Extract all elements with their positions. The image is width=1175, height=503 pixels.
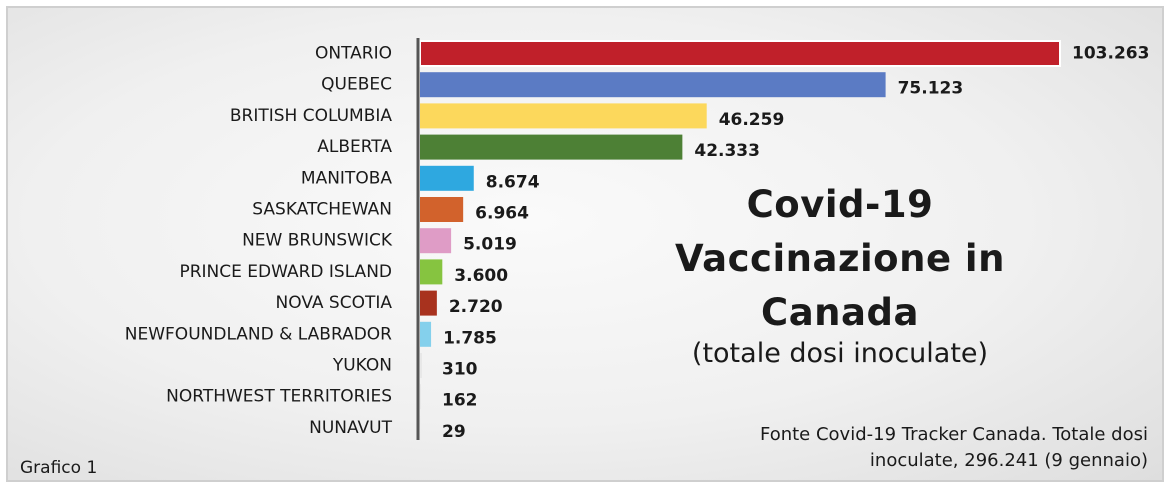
value-label: 103.263: [1072, 44, 1149, 64]
category-label: NUNAVUT: [309, 418, 392, 438]
category-label: NORTHWEST TERRITORIES: [166, 387, 392, 407]
chart-title: Covid-19 Vaccinazione in Canada: [600, 178, 1080, 340]
bar: [420, 72, 886, 98]
value-label: 1.785: [443, 328, 497, 348]
category-label: PRINCE EDWARD ISLAND: [179, 262, 392, 282]
chart-subtitle: (totale dosi inoculate): [691, 338, 989, 369]
source-line: inoculate, 296.241 (9 gennaio): [869, 450, 1148, 471]
bar: [420, 384, 422, 410]
bar: [420, 103, 707, 129]
category-label: ONTARIO: [315, 44, 392, 64]
value-label: 162: [442, 391, 478, 411]
category-label: QUEBEC: [321, 75, 392, 95]
bar: [420, 353, 422, 378]
value-label: 5.019: [463, 235, 517, 255]
category-label: ALBERTA: [317, 137, 392, 157]
bar: [420, 228, 452, 254]
bar: [420, 165, 474, 191]
category-label: NOVA SCOTIA: [276, 293, 393, 313]
category-label: YUKON: [332, 356, 392, 376]
title-line: Canada: [761, 291, 919, 334]
title-line: Covid-19: [746, 183, 934, 226]
bar: [420, 290, 437, 316]
value-label: 75.123: [898, 79, 964, 99]
bar: [420, 321, 432, 347]
chart-frame: ONTARIO 103.263 QUEBEC 75.123 BRITISH COLUMB…: [6, 6, 1164, 482]
value-label: 8.674: [486, 172, 540, 192]
bar-chart: ONTARIO 103.263 QUEBEC 75.123 BRITISH COLUMB…: [125, 38, 1149, 442]
value-label: 46.259: [719, 110, 785, 130]
bar: [419, 40, 1061, 67]
figure-caption: Grafico 1: [20, 458, 98, 478]
category-label: SASKATCHEWAN: [252, 200, 392, 220]
value-label: 2.720: [449, 297, 503, 317]
category-label: NEWFOUNDLAND & LABRADOR: [125, 324, 392, 344]
title-line: Vaccinazione in: [675, 237, 1005, 280]
value-label: 3.600: [454, 266, 508, 286]
category-label: MANITOBA: [301, 168, 392, 188]
source-note: Fonte Covid-19 Tracker Canada. Totale do…: [608, 422, 1148, 474]
bar: [420, 134, 683, 160]
value-label: 29: [442, 422, 466, 442]
value-label: 6.964: [475, 204, 529, 224]
category-label: NEW BRUNSWICK: [242, 231, 393, 251]
source-line: Fonte Covid-19 Tracker Canada. Totale do…: [759, 424, 1148, 445]
value-label: 42.333: [694, 141, 760, 161]
value-label: 310: [442, 360, 478, 380]
bar: [420, 197, 464, 222]
bar: [420, 259, 443, 285]
category-label: BRITISH COLUMBIA: [230, 106, 393, 126]
